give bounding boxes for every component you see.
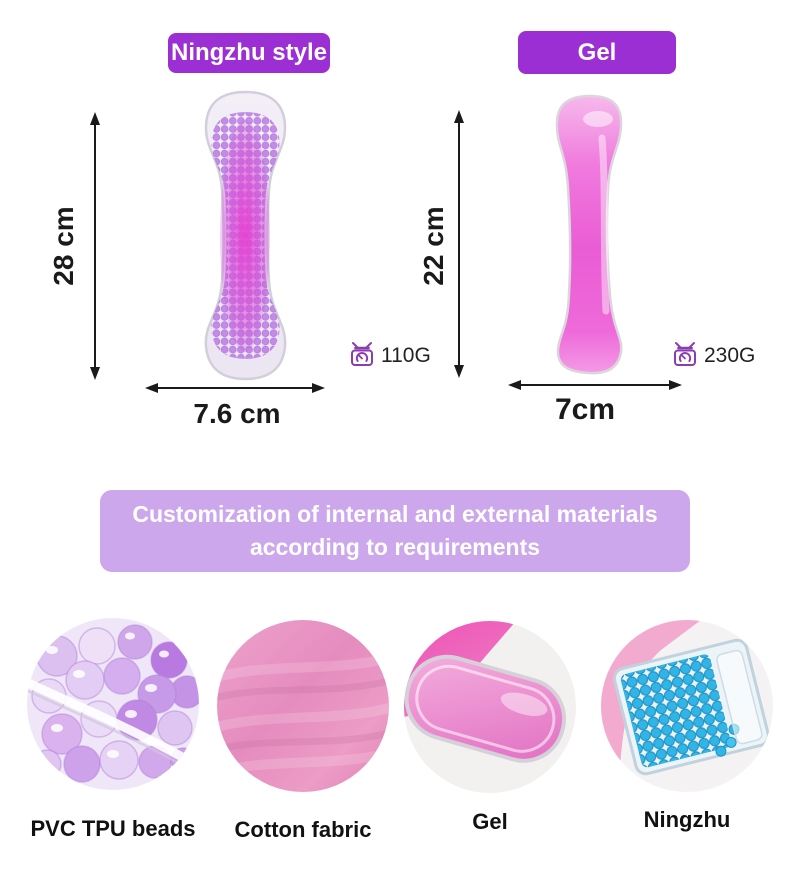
material-label-cotton-fabric: Cotton fabric: [234, 817, 372, 842]
gel-pack-photo: [555, 94, 623, 375]
gel-width-label: 7cm: [554, 393, 616, 426]
gel-width-arrow: [508, 380, 682, 390]
material-item-pvc-tpu-beads: PVC TPU beads: [18, 618, 208, 842]
gel-pack-closeup-photo: [404, 621, 576, 793]
material-item-gel: Gel: [395, 621, 585, 835]
material-item-cotton-fabric: Cotton fabric: [208, 620, 398, 843]
material-item-ningzhu: Ningzhu: [592, 620, 782, 833]
gel-badge: Gel: [518, 31, 676, 74]
ningzhu-bead-pack-photo: [204, 90, 287, 381]
banner-line-1: Customization of internal and external m…: [132, 501, 658, 527]
ningzhu-height-arrow: [90, 112, 100, 380]
pvc-tpu-beads-photo: [27, 618, 199, 790]
gel-height-arrow: [454, 110, 464, 378]
ningzhu-style-badge: Ningzhu style: [168, 33, 330, 73]
cotton-fabric-photo: [217, 620, 389, 792]
ningzhu-beads-closeup-photo: [601, 620, 773, 792]
material-label-gel: Gel: [472, 809, 508, 834]
gel-weight-label: 230G: [704, 344, 756, 367]
material-label-ningzhu: Ningzhu: [643, 807, 731, 832]
customization-banner: Customization of internal and external m…: [100, 490, 690, 572]
ningzhu-height-label: 28 cm: [48, 206, 79, 286]
weight-scale-icon: [351, 342, 373, 366]
gel-height-label: 22 cm: [418, 206, 449, 286]
ningzhu-weight-label: 110G: [381, 344, 431, 367]
banner-line-2: according to requirements: [249, 534, 541, 560]
ningzhu-width-arrow: [145, 383, 325, 393]
ningzhu-width-label: 7.6 cm: [193, 398, 281, 429]
weight-scale-icon: [674, 342, 696, 366]
material-label-pvc-tpu-beads: PVC TPU beads: [30, 816, 196, 841]
